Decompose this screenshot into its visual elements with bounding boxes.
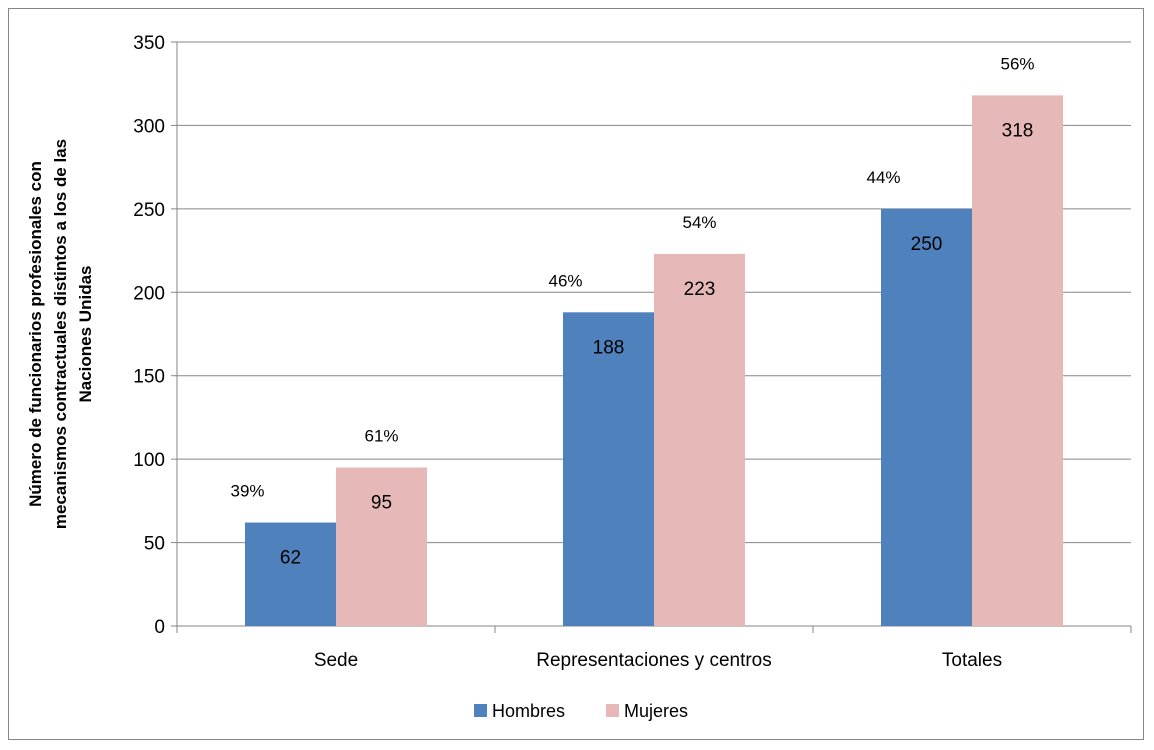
y-axis-title: Número de funcionarios profesionales con…	[26, 139, 95, 529]
bar-mujeres	[654, 253, 745, 626]
y-axis-title-line: mecanismos contractuales distintos a los…	[51, 139, 70, 529]
bar-value-label: 188	[593, 337, 625, 358]
bar-mujeres	[972, 95, 1063, 626]
y-tick-label: 350	[133, 33, 165, 54]
legend-label: Mujeres	[624, 701, 688, 721]
x-category-label: Totales	[942, 650, 1002, 671]
bar-value-label: 223	[684, 279, 716, 300]
chart-frame: 0 50 100 150 200 250 300 350 Sede 62 39% 95 61% Repre…	[8, 8, 1144, 740]
y-tick-label: 50	[144, 534, 165, 555]
y-tick-label: 100	[133, 450, 165, 471]
y-tick-label: 300	[133, 116, 165, 137]
y-tick-label: 250	[133, 200, 165, 221]
bar-value-label: 62	[280, 548, 301, 569]
y-tick-label: 200	[133, 283, 165, 304]
x-category-label: Representaciones y centros	[536, 650, 772, 671]
bar-percent-label: 44%	[866, 168, 900, 187]
legend-swatch-mujeres	[606, 704, 619, 717]
bar-value-label: 318	[1002, 120, 1034, 141]
bar-value-label: 95	[371, 492, 392, 513]
bar-mujeres	[336, 467, 427, 626]
y-tick-label: 0	[154, 617, 165, 638]
y-tick-label: 150	[133, 367, 165, 388]
bar-percent-label: 56%	[1000, 54, 1034, 73]
bar-percent-label: 54%	[682, 213, 716, 232]
bar-percent-label: 39%	[230, 482, 264, 501]
x-category-label: Sede	[314, 650, 358, 671]
bar-value-label: 250	[911, 234, 943, 255]
legend-label: Hombres	[492, 701, 565, 721]
bar-hombres	[563, 312, 654, 626]
bar-percent-label: 61%	[364, 426, 398, 445]
bar-hombres	[245, 522, 336, 626]
y-axis-title-line: Naciones Unidas	[76, 266, 95, 403]
bar-hombres	[881, 208, 972, 626]
bar-chart: 0 50 100 150 200 250 300 350 Sede 62 39% 95 61% Repre…	[26, 33, 1132, 721]
legend-swatch-hombres	[474, 704, 487, 717]
y-axis-title-line: Número de funcionarios profesionales con	[26, 161, 45, 507]
bar-percent-label: 46%	[548, 271, 582, 290]
